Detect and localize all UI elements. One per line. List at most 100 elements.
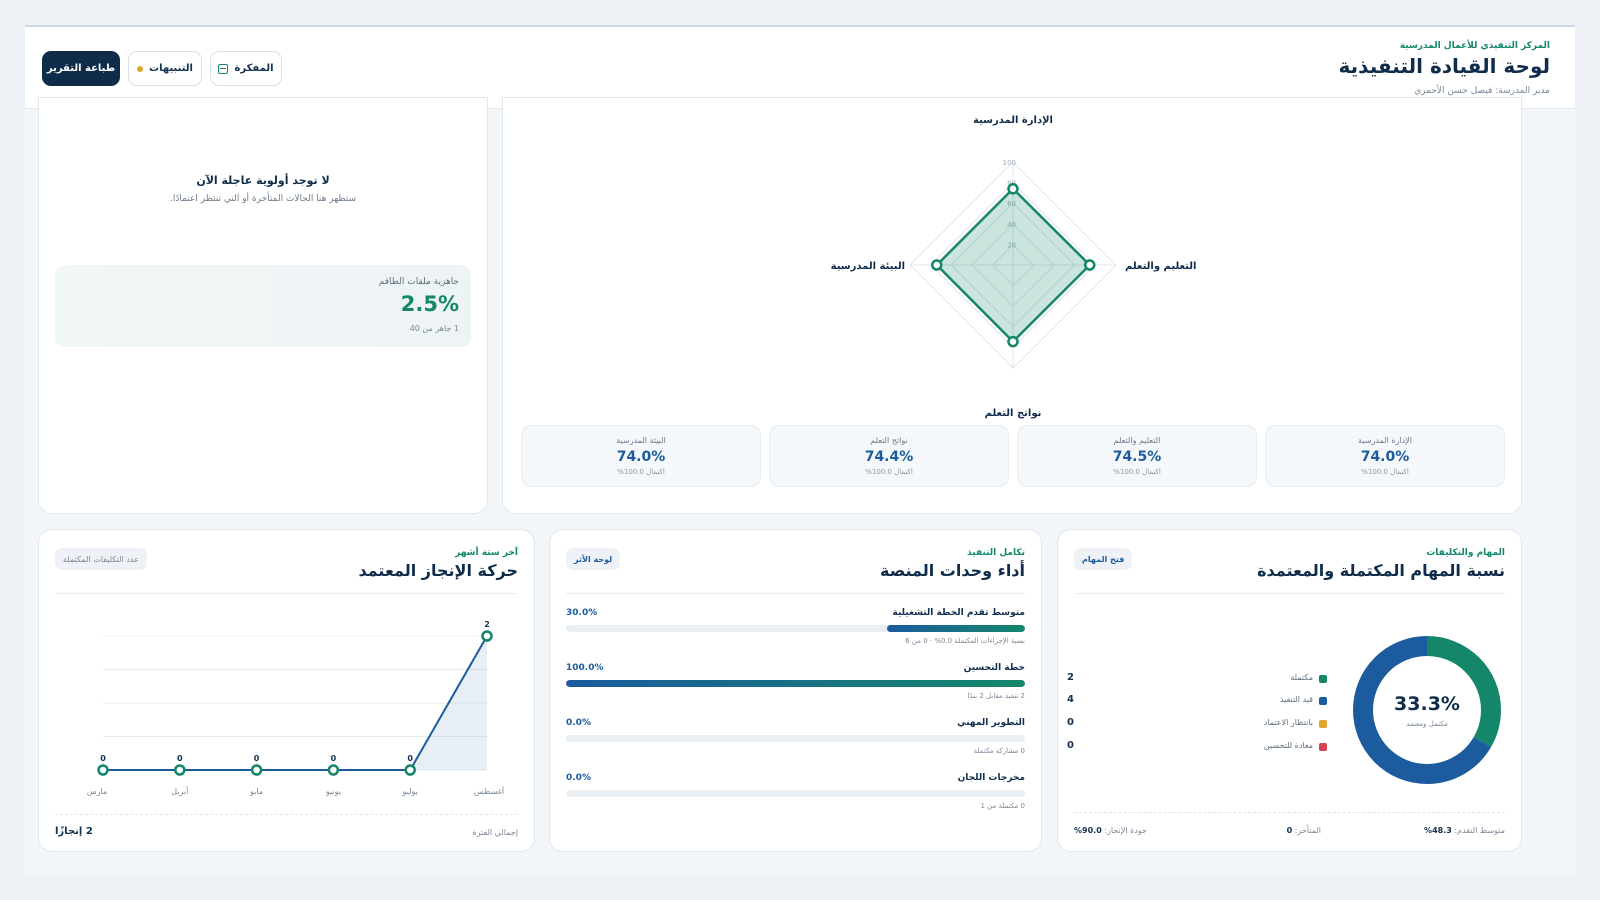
legend-swatch	[1319, 697, 1327, 705]
top-bar: المركز التنفيذي للأعمال المدرسية لوحة ال…	[25, 27, 1575, 109]
modules-kicker: تكامل التنفيذ	[967, 548, 1025, 558]
radar-axis-label: نواتج التعلم	[985, 408, 1042, 419]
line-series	[103, 635, 488, 771]
radar-stat-note: اكتمال 100.0%	[617, 468, 665, 476]
overdue-label: المتأخر:	[1294, 826, 1321, 835]
data-label: 0	[100, 754, 106, 763]
module-label: مخرجات اللجان	[957, 773, 1025, 783]
legend-label: مكتملة	[1290, 673, 1313, 682]
line-point	[327, 764, 340, 776]
x-tick-label: يونيو	[325, 787, 341, 796]
achievement-kicker: آخر ستة أشهر	[455, 548, 518, 558]
priority-subtitle: ستظهر هنا الحالات المتأخرة أو التي تنتظر…	[169, 194, 357, 204]
x-tick-label: يوليو	[402, 787, 418, 796]
completed-assignments-pill: عدد التكليفات المكتملة	[55, 548, 147, 570]
radar-stat-label: نواتج التعلم	[870, 436, 908, 445]
footer-divider	[55, 814, 518, 815]
radar-tick-label: 20	[1007, 241, 1016, 249]
staff-readiness-note: 1 جاهز من 40	[409, 324, 459, 333]
period-total-label: إجمالي الفترة	[472, 828, 518, 837]
radar-stat-label: البيئة المدرسية	[616, 436, 666, 445]
overdue-value: 0	[1286, 826, 1293, 835]
staff-readiness-value: 2.5%	[400, 292, 459, 316]
radar-tick-label: 100	[1003, 159, 1016, 167]
divider	[566, 593, 1025, 594]
legend-item: مكتملة 2	[1067, 672, 1327, 686]
line-point	[174, 764, 186, 776]
x-tick-label: أغسطس	[474, 786, 504, 796]
radar-stat-1: التعليم والتعلم 74.5% اكتمال 100.0%	[1017, 425, 1257, 487]
divider	[55, 593, 518, 594]
modules-title: أداء وحدات المنصة	[880, 561, 1025, 580]
legend-swatch	[1319, 720, 1327, 728]
legend-value: 0	[1067, 740, 1074, 751]
radar-stat-value: 74.5%	[1112, 449, 1162, 465]
radar-stat-2: نواتج التعلم 74.4% اكتمال 100.0%	[769, 425, 1009, 487]
donut-slice	[1353, 636, 1501, 784]
module-progress-fill	[887, 625, 1025, 632]
priority-card: لا توجد أولوية عاجلة الآن ستظهر هنا الحا…	[38, 97, 488, 514]
line-point	[250, 764, 263, 776]
legend-value: 4	[1067, 694, 1074, 705]
memo-button[interactable]: المفكرة	[210, 51, 282, 86]
line-point	[481, 630, 493, 642]
achievement-line-chart: 0 مارس 0 أبريل 0 مايو 0 يونيو 0 يوليو 2 أغسطس	[87, 620, 504, 796]
x-tick-label: مارس	[87, 787, 107, 796]
page-title: لوحة القيادة التنفيذية	[1338, 54, 1550, 78]
legend-item: بانتظار الاعتماد 0	[1067, 717, 1327, 731]
module-row: مخرجات اللجان 0.0% 0 مكتملة من 1	[566, 773, 1025, 823]
tasks-title: نسبة المهام المكتملة والمعتمدة	[1257, 561, 1505, 580]
module-row: خطة التحسين 100.0% 2 تنفيذ مقابل 2 بندًا	[566, 663, 1025, 713]
donut-center-label: مكتمل ومعتمد	[1406, 720, 1448, 728]
radar-axis-label: البيئة المدرسية	[831, 261, 905, 272]
quality-value: 90.0%	[1074, 826, 1102, 835]
alert-dot-icon	[137, 65, 144, 72]
donut-center-value: 33.3%	[1394, 693, 1460, 715]
module-row: التطوير المهني 0.0% 0 مشاركة مكتملة	[566, 718, 1025, 768]
tasks-kicker: المهام والتكليفات	[1426, 548, 1505, 558]
open-tasks-button[interactable]: فتح المهام	[1074, 548, 1133, 570]
radar-stat-0: الإدارة المدرسية 74.0% اكتمال 100.0%	[1265, 425, 1505, 487]
module-progress-track	[566, 625, 1025, 632]
module-row: متوسط تقدم الخطة التشغيلية 30.0% نسبة الإج…	[566, 608, 1025, 658]
data-label: 0	[331, 754, 337, 763]
avg-progress-label: متوسط التقدم:	[1454, 826, 1505, 835]
tasks-card: المهام والتكليفات نسبة المهام المكتملة و…	[1057, 529, 1522, 852]
legend-item: معادة للتحسين 0	[1067, 740, 1327, 754]
print-report-button[interactable]: طباعة التقرير	[42, 51, 120, 86]
legend-label: بانتظار الاعتماد	[1263, 718, 1313, 727]
module-note: 0 مكتملة من 1	[980, 802, 1025, 810]
priority-title: لا توجد أولوية عاجلة الآن	[196, 174, 330, 187]
module-value: 0.0%	[566, 773, 591, 783]
impact-board-button[interactable]: لوحة الأثر	[566, 548, 621, 570]
footer-divider	[1074, 812, 1505, 813]
module-label: متوسط تقدم الخطة التشغيلية	[892, 608, 1025, 618]
module-progress-fill	[566, 680, 1025, 687]
radar-axis-label: التعليم والتعلم	[1125, 261, 1196, 272]
radar-stat-label: التعليم والتعلم	[1113, 436, 1161, 445]
module-value: 30.0%	[566, 608, 598, 618]
alerts-button[interactable]: التنبيهات	[128, 51, 202, 86]
divider	[1074, 593, 1505, 594]
achievement-card: آخر ستة أشهر حركة الإنجاز المعتمد عدد ال…	[38, 529, 535, 852]
notebook-icon	[218, 63, 229, 74]
legend-swatch	[1319, 743, 1327, 751]
legend-label: معادة للتحسين	[1263, 741, 1313, 750]
module-note: 0 مشاركة مكتملة	[973, 747, 1025, 755]
achievement-title: حركة الإنجاز المعتمد	[358, 561, 518, 580]
avg-progress-value: 48.3%	[1424, 826, 1452, 835]
modules-card: تكامل التنفيذ أداء وحدات المنصة لوحة الأ…	[549, 529, 1042, 852]
memo-label: المفكرة	[234, 63, 274, 74]
module-value: 0.0%	[566, 718, 591, 728]
radar-stat-3: البيئة المدرسية 74.0% اكتمال 100.0%	[521, 425, 761, 487]
module-progress-track	[566, 680, 1025, 687]
module-label: التطوير المهني	[957, 718, 1025, 728]
period-total-value: 2 إنجازًا	[55, 826, 93, 837]
radar-tick-label: 40	[1007, 221, 1016, 229]
radar-stat-note: اكتمال 100.0%	[1361, 468, 1409, 476]
x-tick-label: أبريل	[171, 786, 188, 796]
radar-stat-value: 74.4%	[864, 449, 914, 465]
radar-tick-label: 60	[1007, 200, 1016, 208]
radar-point	[1083, 259, 1096, 271]
